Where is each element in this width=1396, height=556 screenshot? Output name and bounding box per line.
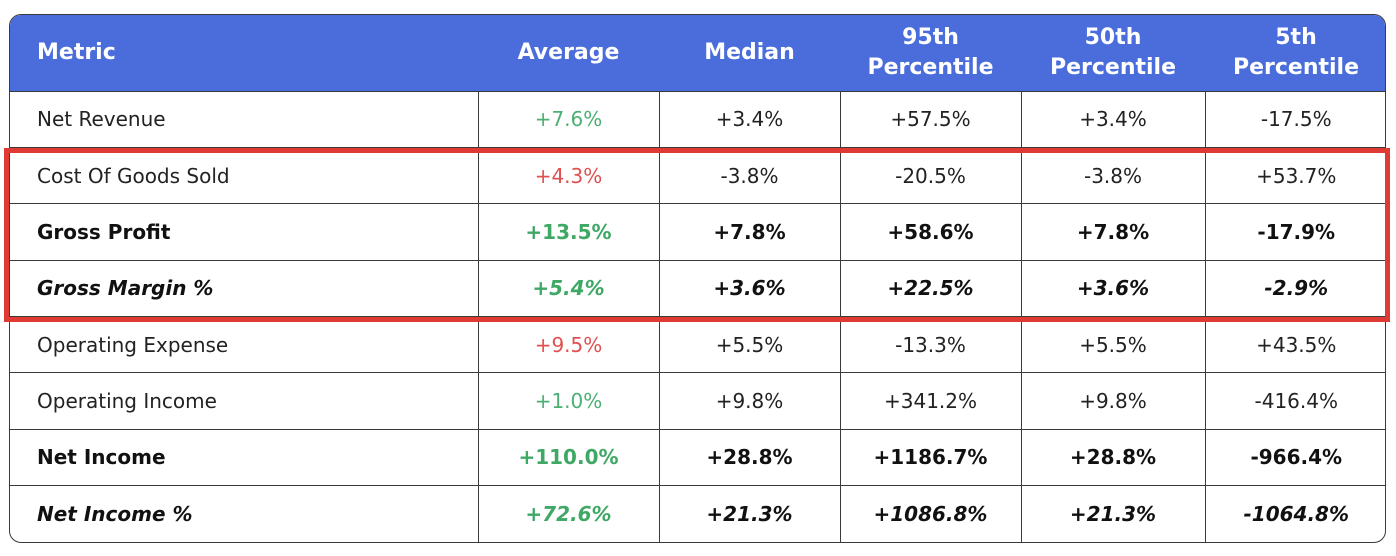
header-50th-percentile: 50th Percentile (1021, 15, 1205, 91)
p95-value: -13.3% (839, 315, 1021, 373)
table-row: Net Income +110.0% +28.8% +1186.7% +28.8% -96… (10, 428, 1385, 486)
p95-value: +341.2% (839, 372, 1021, 430)
p5-value: -966.4% (1204, 428, 1385, 486)
average-value: +9.5% (477, 315, 659, 373)
metric-label: Net Income % (10, 485, 478, 542)
p95-value: +22.5% (839, 259, 1021, 317)
average-value: +13.5% (477, 203, 659, 261)
p95-value: +58.6% (839, 203, 1021, 261)
median-value: +28.8% (658, 428, 840, 486)
header-average: Average (478, 15, 659, 91)
median-value: +5.5% (658, 315, 840, 373)
p95-value: +1086.8% (839, 485, 1021, 542)
table-row: Operating Expense +9.5% +5.5% -13.3% +5.5% +4… (10, 315, 1385, 373)
median-value: -3.8% (658, 146, 840, 204)
header-median: Median (659, 15, 840, 91)
average-value: +5.4% (477, 259, 659, 317)
median-value: +7.8% (658, 203, 840, 261)
metric-label: Gross Margin % (10, 259, 478, 317)
p95-value: +1186.7% (839, 428, 1021, 486)
table-row: Gross Margin % +5.4% +3.6% +22.5% +3.6% -2.9% (10, 259, 1385, 317)
average-value: +4.3% (477, 146, 659, 204)
median-value: +3.4% (658, 90, 840, 148)
median-value: +21.3% (658, 485, 840, 542)
p5-value: -17.9% (1204, 203, 1385, 261)
p50-value: +5.5% (1020, 315, 1205, 373)
p50-value: +3.6% (1020, 259, 1205, 317)
p95-value: +57.5% (839, 90, 1021, 148)
metric-label: Operating Expense (10, 315, 478, 373)
header-row: Metric Average Median 95th Percentile 50… (10, 15, 1385, 91)
header-metric: Metric (10, 15, 478, 91)
metric-label: Cost Of Goods Sold (10, 146, 478, 204)
metric-label: Operating Income (10, 372, 478, 430)
table-row: Operating Income +1.0% +9.8% +341.2% +9.8% -4… (10, 372, 1385, 430)
metric-label: Gross Profit (10, 203, 478, 261)
table-row: Net Income % +72.6% +21.3% +1086.8% +21.3% -1… (10, 485, 1385, 542)
table-row: Net Revenue +7.6% +3.4% +57.5% +3.4% -17.5% (10, 90, 1385, 148)
metric-label: Net Revenue (10, 90, 478, 148)
median-value: +9.8% (658, 372, 840, 430)
average-value: +110.0% (477, 428, 659, 486)
header-5th-percentile: 5th Percentile (1205, 15, 1385, 91)
metrics-table-card: Metric Average Median 95th Percentile 50… (9, 14, 1386, 543)
p5-value: -1064.8% (1204, 485, 1385, 542)
average-value: +72.6% (477, 485, 659, 542)
header-95th-percentile: 95th Percentile (840, 15, 1021, 91)
p50-value: +3.4% (1020, 90, 1205, 148)
p50-value: +9.8% (1020, 372, 1205, 430)
table-row: Cost Of Goods Sold +4.3% -3.8% -20.5% -3.8% +… (10, 146, 1385, 204)
p5-value: -17.5% (1204, 90, 1385, 148)
p95-value: -20.5% (839, 146, 1021, 204)
p50-value: +21.3% (1020, 485, 1205, 542)
table-row: Gross Profit +13.5% +7.8% +58.6% +7.8% -17.9% (10, 203, 1385, 261)
p50-value: -3.8% (1020, 146, 1205, 204)
metrics-table: Metric Average Median 95th Percentile 50… (10, 15, 1385, 542)
average-value: +1.0% (477, 372, 659, 430)
table-body: Net Revenue +7.6% +3.4% +57.5% +3.4% -17.5% Co… (10, 90, 1385, 542)
metric-label: Net Income (10, 428, 478, 486)
p50-value: +7.8% (1020, 203, 1205, 261)
p5-value: -2.9% (1204, 259, 1385, 317)
median-value: +3.6% (658, 259, 840, 317)
p5-value: +53.7% (1204, 146, 1385, 204)
average-value: +7.6% (477, 90, 659, 148)
p5-value: +43.5% (1204, 315, 1385, 373)
p50-value: +28.8% (1020, 428, 1205, 486)
p5-value: -416.4% (1204, 372, 1385, 430)
